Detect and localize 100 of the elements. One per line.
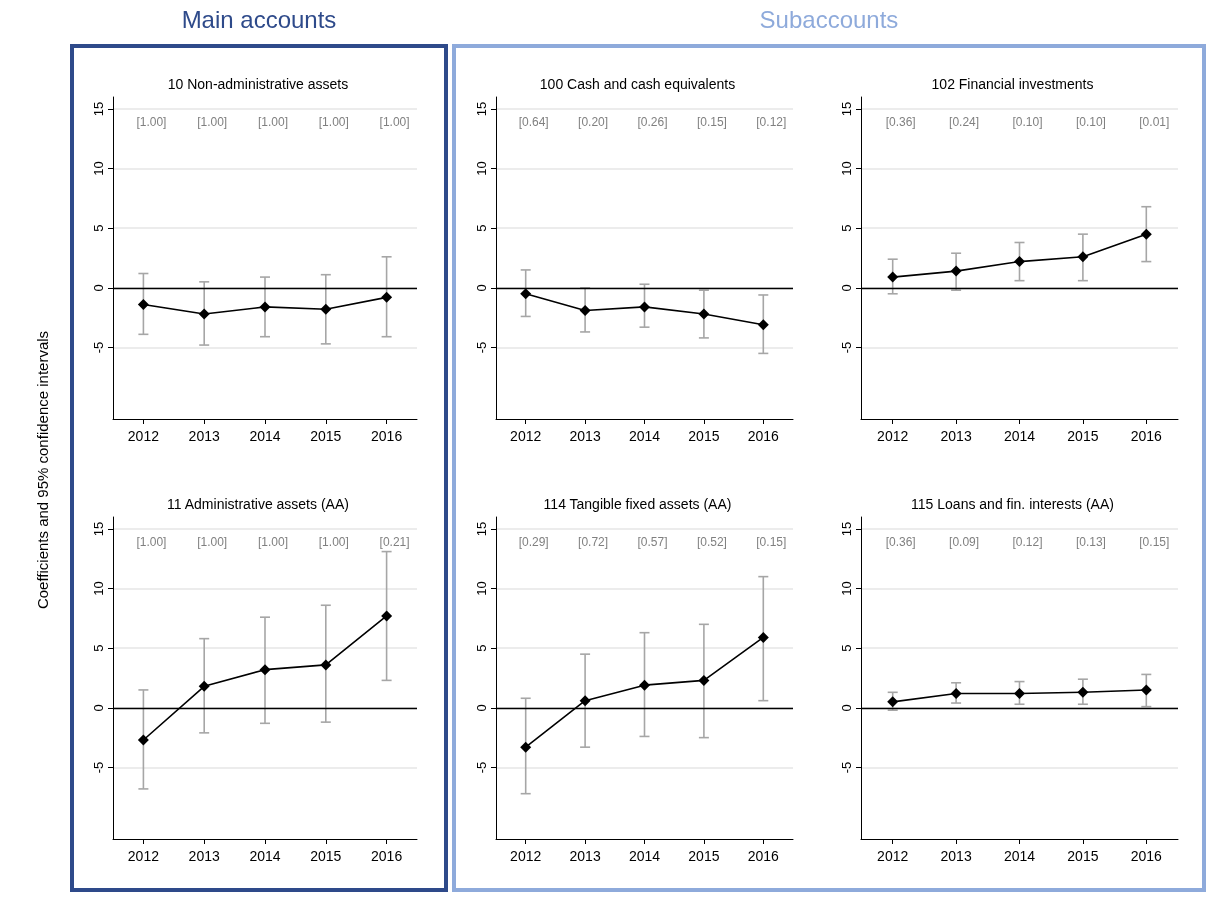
x-tick-label: 2013 xyxy=(569,848,601,864)
annotation: [0.10] xyxy=(1012,114,1043,129)
point xyxy=(1077,686,1089,698)
x-tick-label: 2012 xyxy=(510,848,542,864)
annotation: [1.00] xyxy=(257,534,289,549)
y-tick-label: 5 xyxy=(474,644,489,652)
x-tick-label: 2014 xyxy=(628,848,661,864)
annotation: [0.15] xyxy=(696,114,727,129)
annotation: [0.52] xyxy=(696,534,727,549)
annotation: [1.00] xyxy=(197,114,228,129)
x-tick-label: 2013 xyxy=(940,428,972,444)
y-tick-label: -5 xyxy=(474,341,489,354)
annotation: [0.29] xyxy=(518,534,549,549)
x-tick-label: 2015 xyxy=(1067,848,1099,864)
y-tick-label: 10 xyxy=(839,161,854,176)
annotation: [0.21] xyxy=(379,534,410,549)
annotation: [0.13] xyxy=(1075,534,1106,549)
x-tick-label: 2015 xyxy=(1067,428,1099,444)
annotation: [1.00] xyxy=(136,534,167,549)
y-tick-label: 0 xyxy=(474,704,489,712)
point xyxy=(198,308,210,320)
point xyxy=(579,695,591,707)
point xyxy=(381,291,393,303)
annotation: [1.00] xyxy=(318,534,349,549)
y-tick-label: 15 xyxy=(474,521,489,537)
x-tick-label: 2015 xyxy=(688,848,720,864)
y-tick-label: 5 xyxy=(91,224,106,232)
y-tick-label: 15 xyxy=(474,101,489,117)
point xyxy=(137,734,149,746)
chart-title: 115 Loans and fin. interests (AA) xyxy=(911,496,1114,512)
y-tick-label: 15 xyxy=(91,101,106,117)
point xyxy=(950,265,962,277)
y-tick-label: 0 xyxy=(91,284,106,292)
x-tick-label: 2015 xyxy=(310,428,342,444)
point xyxy=(520,741,532,753)
point xyxy=(1140,684,1152,696)
annotation: [0.20] xyxy=(578,114,609,129)
annotation: [1.00] xyxy=(318,114,349,129)
annotation: [0.09] xyxy=(949,534,980,549)
chart-title: 10 Non-administrative assets xyxy=(167,76,349,92)
point xyxy=(259,301,271,313)
annotation: [0.36] xyxy=(885,114,916,129)
point xyxy=(757,631,769,643)
chart-title: 114 Tangible fixed assets (AA) xyxy=(543,496,732,512)
annotation: [1.00] xyxy=(379,114,410,129)
x-tick-label: 2014 xyxy=(249,428,281,444)
point xyxy=(320,303,332,315)
y-tick-label: 15 xyxy=(839,101,854,117)
annotation: [0.12] xyxy=(1012,534,1043,549)
y-tick-label: 0 xyxy=(839,284,854,292)
annotation: [1.00] xyxy=(257,114,289,129)
y-tick-label: 5 xyxy=(839,644,854,652)
point xyxy=(1014,688,1025,699)
annotation: [0.12] xyxy=(756,114,787,129)
annotation: [1.00] xyxy=(136,114,167,129)
x-tick-label: 2014 xyxy=(1003,848,1036,864)
y-tick-label: 0 xyxy=(474,284,489,292)
annotation: [0.57] xyxy=(637,534,668,549)
annotation: [0.01] xyxy=(1139,114,1170,129)
point xyxy=(198,680,210,692)
y-tick-label: -5 xyxy=(839,341,854,354)
y-tick-label: -5 xyxy=(839,761,854,774)
y-tick-label: 0 xyxy=(91,704,106,712)
y-tick-label: 10 xyxy=(91,161,106,176)
y-tick-label: -5 xyxy=(91,761,106,774)
point xyxy=(137,299,149,311)
x-tick-label: 2012 xyxy=(510,428,542,444)
chart-title: 102 Financial investments xyxy=(931,76,1094,92)
annotation: [0.15] xyxy=(1139,534,1170,549)
point xyxy=(639,301,650,313)
x-tick-label: 2016 xyxy=(1130,848,1163,864)
x-tick-label: 2014 xyxy=(628,428,661,444)
text: Main accounts xyxy=(180,6,338,34)
point xyxy=(950,688,962,699)
annotation: [0.24] xyxy=(949,114,980,129)
chart-title: 100 Cash and cash equivalents xyxy=(539,76,736,92)
point xyxy=(381,610,393,622)
y-axis-title: Coefficients and 95% confidence intervals xyxy=(33,330,51,610)
point xyxy=(887,696,899,708)
y-tick-label: -5 xyxy=(474,761,489,774)
y-tick-label: 15 xyxy=(839,521,854,537)
x-tick-label: 2012 xyxy=(127,428,160,444)
y-tick-label: -5 xyxy=(91,341,106,354)
y-tick-label: 10 xyxy=(91,581,106,596)
annotation: [0.15] xyxy=(756,534,787,549)
point xyxy=(1077,251,1089,263)
x-tick-label: 2016 xyxy=(371,848,403,864)
annotation: [0.26] xyxy=(637,114,668,129)
annotation: [0.72] xyxy=(578,534,609,549)
x-tick-label: 2013 xyxy=(188,848,220,864)
x-tick-label: 2015 xyxy=(688,428,720,444)
point xyxy=(698,308,710,320)
annotation: [0.36] xyxy=(885,534,916,549)
x-tick-label: 2012 xyxy=(877,848,909,864)
x-tick-label: 2016 xyxy=(371,428,403,444)
y-tick-label: 5 xyxy=(91,644,106,652)
annotation: [1.00] xyxy=(197,534,228,549)
y-tick-label: 5 xyxy=(839,224,854,232)
point xyxy=(579,304,591,316)
x-tick-label: 2012 xyxy=(127,848,160,864)
